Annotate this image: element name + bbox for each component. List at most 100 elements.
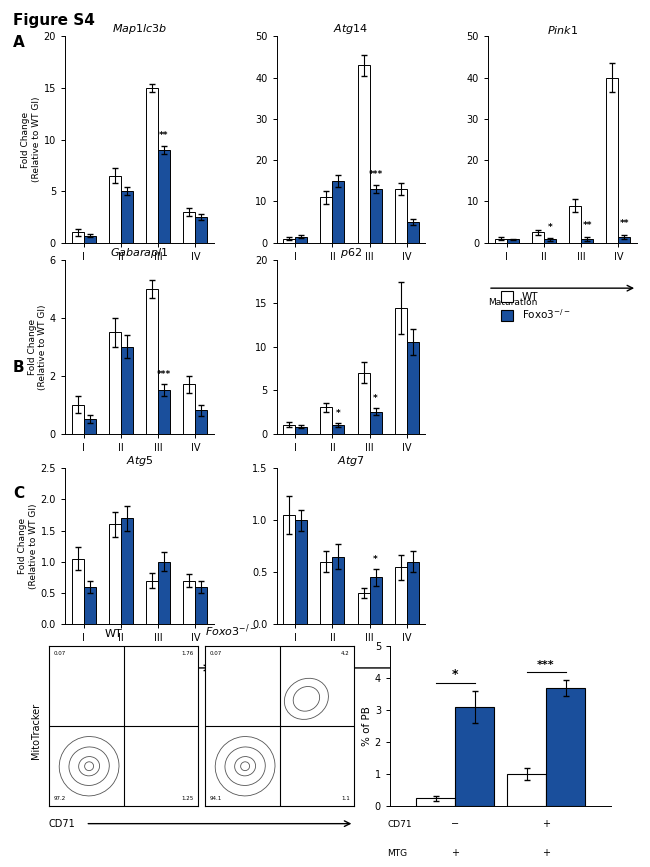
Bar xyxy=(544,239,556,243)
Bar xyxy=(295,237,307,243)
Y-axis label: Fold Change
(Relative to WT GI): Fold Change (Relative to WT GI) xyxy=(18,504,38,589)
Text: ***: *** xyxy=(537,660,555,670)
Text: +: + xyxy=(542,848,550,858)
Text: 97.2: 97.2 xyxy=(53,797,66,801)
Text: 0.07: 0.07 xyxy=(209,651,222,655)
Bar xyxy=(121,347,133,434)
Text: B: B xyxy=(13,360,25,375)
Text: 1.1: 1.1 xyxy=(341,797,350,801)
Bar xyxy=(569,205,581,243)
Bar xyxy=(358,373,370,434)
Text: ***: *** xyxy=(369,170,383,179)
Bar xyxy=(395,308,407,434)
Bar xyxy=(532,232,544,243)
Bar xyxy=(358,593,370,624)
Bar xyxy=(507,774,546,806)
Bar xyxy=(146,581,158,624)
Y-axis label: Fold Change
(Relative to WT GI): Fold Change (Relative to WT GI) xyxy=(27,304,47,389)
Bar xyxy=(109,332,121,434)
Bar xyxy=(158,150,170,243)
Text: −: − xyxy=(451,819,459,829)
Bar xyxy=(581,238,593,243)
Text: Maturation: Maturation xyxy=(488,298,538,308)
Title: $\it{Atg7}$: $\it{Atg7}$ xyxy=(337,454,365,468)
Text: *: * xyxy=(336,409,341,418)
Text: *: * xyxy=(547,223,552,232)
Bar xyxy=(618,237,630,243)
Bar xyxy=(495,238,507,243)
Bar xyxy=(158,390,170,434)
Bar xyxy=(407,222,419,243)
Text: 0.07: 0.07 xyxy=(53,651,66,655)
Bar xyxy=(283,425,295,434)
Text: MTG: MTG xyxy=(387,849,408,858)
Title: $\it{Pink1}$: $\it{Pink1}$ xyxy=(547,23,578,36)
Bar xyxy=(283,515,295,624)
Title: $\it{Gabarapl1}$: $\it{Gabarapl1}$ xyxy=(110,246,169,260)
Text: **: ** xyxy=(582,221,592,231)
Title: $\it{Atg5}$: $\it{Atg5}$ xyxy=(125,454,153,468)
Bar xyxy=(507,239,519,243)
Bar xyxy=(332,557,345,624)
Bar xyxy=(72,232,84,243)
Bar xyxy=(84,587,96,624)
Text: *: * xyxy=(373,556,378,564)
Text: *: * xyxy=(373,394,378,403)
Title: $\it{Map1lc3b}$: $\it{Map1lc3b}$ xyxy=(112,23,167,36)
Bar xyxy=(358,65,370,243)
Bar xyxy=(195,587,207,624)
Bar xyxy=(320,198,332,243)
Text: A: A xyxy=(13,35,25,49)
Bar xyxy=(295,520,307,624)
Text: 4.2: 4.2 xyxy=(341,651,350,655)
Bar xyxy=(407,562,419,624)
Bar xyxy=(183,384,195,434)
Bar xyxy=(395,567,407,624)
Bar xyxy=(183,212,195,243)
Y-axis label: Fold Change
(Relative to WT GI): Fold Change (Relative to WT GI) xyxy=(21,97,41,182)
Bar xyxy=(283,238,295,243)
Text: **: ** xyxy=(159,131,169,140)
Y-axis label: % of PB: % of PB xyxy=(362,707,372,746)
Text: 1.76: 1.76 xyxy=(181,651,194,655)
Bar xyxy=(320,562,332,624)
Bar xyxy=(320,407,332,434)
Text: CD71: CD71 xyxy=(49,818,75,829)
Bar xyxy=(109,525,121,624)
Bar xyxy=(183,581,195,624)
Text: 1.25: 1.25 xyxy=(181,797,194,801)
Bar xyxy=(332,181,345,243)
Bar xyxy=(416,799,455,806)
Text: *: * xyxy=(452,668,458,681)
Bar xyxy=(332,425,345,434)
Text: Maturation: Maturation xyxy=(276,675,326,685)
Bar xyxy=(146,289,158,434)
Text: 94.1: 94.1 xyxy=(209,797,222,801)
Text: ***: *** xyxy=(157,370,171,379)
Bar xyxy=(84,236,96,243)
Bar xyxy=(395,189,407,243)
Text: +: + xyxy=(451,848,459,858)
Bar xyxy=(84,419,96,434)
Bar xyxy=(195,217,207,243)
Bar xyxy=(72,558,84,624)
Bar xyxy=(370,189,382,243)
Text: C: C xyxy=(13,486,24,500)
Bar xyxy=(407,342,419,434)
Bar xyxy=(195,410,207,434)
Title: $\it{Atg14}$: $\it{Atg14}$ xyxy=(333,23,369,36)
Bar xyxy=(72,405,84,434)
Text: MitoTracker: MitoTracker xyxy=(31,702,41,759)
Text: CD71: CD71 xyxy=(387,820,412,829)
Text: Figure S4: Figure S4 xyxy=(13,13,95,28)
Bar xyxy=(546,688,585,806)
Bar xyxy=(109,176,121,243)
Bar xyxy=(606,78,618,243)
Bar xyxy=(455,707,494,806)
Legend: WT, Foxo3$^{-/-}$: WT, Foxo3$^{-/-}$ xyxy=(500,291,570,321)
Bar xyxy=(146,88,158,243)
Bar xyxy=(121,518,133,624)
Title: $\it{p62}$: $\it{p62}$ xyxy=(340,246,362,260)
Text: $\it{Foxo3}$$^{-/-}$: $\it{Foxo3}$$^{-/-}$ xyxy=(205,623,257,639)
Text: WT: WT xyxy=(105,629,123,639)
